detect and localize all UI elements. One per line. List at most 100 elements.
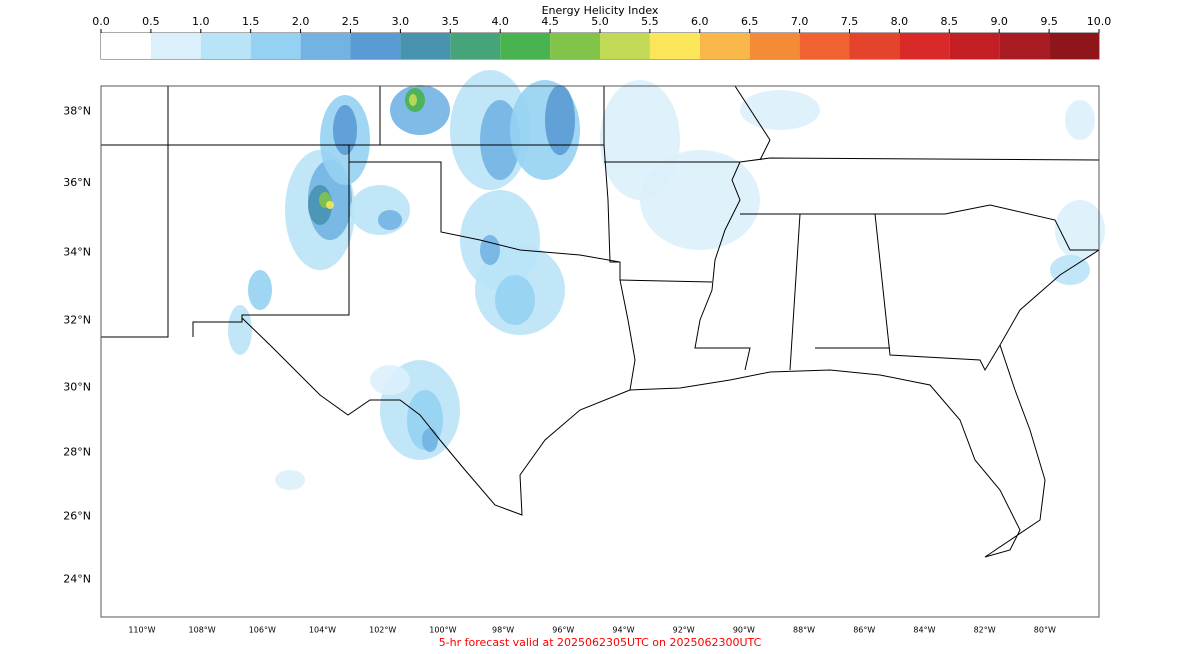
colorbar-bin xyxy=(450,33,501,59)
y-tick-label: 30°N xyxy=(63,380,91,393)
colorbar-bin xyxy=(400,33,451,59)
contour-blob xyxy=(228,305,252,355)
colorbar-tick-label: 7.5 xyxy=(841,15,859,28)
texas-outline xyxy=(241,161,636,516)
contour-field xyxy=(228,70,1105,490)
border-line xyxy=(944,204,1099,251)
x-tick-label: 110°W xyxy=(128,626,155,635)
colorbar-tick-label: 0.5 xyxy=(142,15,160,28)
colorbar-tick-label: 2.5 xyxy=(342,15,360,28)
colorbar-bin xyxy=(250,33,301,59)
x-tick-label: 96°W xyxy=(552,626,574,635)
colorbar-tick-label: 10.0 xyxy=(1087,15,1112,28)
y-tick-label: 36°N xyxy=(63,176,91,189)
coastline xyxy=(629,249,1100,558)
colorbar-tick-label: 1.0 xyxy=(192,15,210,28)
colorbar-tick-label: 3.0 xyxy=(392,15,410,28)
border-line xyxy=(192,315,243,337)
y-tick-label: 24°N xyxy=(63,573,91,586)
border-line xyxy=(603,86,620,263)
colorbar-tick-label: 6.0 xyxy=(691,15,709,28)
colorbar-tick-label: 3.5 xyxy=(442,15,460,28)
contour-blob xyxy=(1065,100,1095,140)
y-tick-label: 38°N xyxy=(63,104,91,117)
x-tick-label: 98°W xyxy=(492,626,514,635)
x-tick-label: 92°W xyxy=(673,626,695,635)
colorbar-bin xyxy=(899,33,950,59)
x-tick-label: 100°W xyxy=(429,626,456,635)
y-tick-label: 26°N xyxy=(63,510,91,523)
border-line xyxy=(619,279,713,283)
x-tick-label: 86°W xyxy=(853,626,875,635)
contour-blob xyxy=(409,94,417,106)
colorbar-tick-label: 5.5 xyxy=(641,15,659,28)
x-tick-label: 106°W xyxy=(249,626,276,635)
x-tick-label: 90°W xyxy=(733,626,755,635)
colorbar-tick-label: 0.0 xyxy=(92,15,110,28)
colorbar-tick-label: 1.5 xyxy=(242,15,260,28)
contour-blob xyxy=(480,235,500,265)
colorbar-bin xyxy=(150,33,201,59)
contour-blob xyxy=(248,270,272,310)
colorbar-tick-label: 8.5 xyxy=(941,15,959,28)
colorbar-tick-label: 8.0 xyxy=(891,15,909,28)
contour-blob xyxy=(640,150,760,250)
colorbar-bin xyxy=(101,33,151,59)
colorbar-bin xyxy=(799,33,850,59)
contour-blob xyxy=(370,365,410,395)
contour-blob xyxy=(326,201,334,209)
contour-blob xyxy=(333,105,357,155)
border-line xyxy=(734,85,771,161)
x-tick-label: 88°W xyxy=(793,626,815,635)
y-tick-label: 32°N xyxy=(63,314,91,327)
contour-blob xyxy=(495,275,535,325)
colorbar-bin xyxy=(1049,33,1099,59)
state-borders xyxy=(101,85,1100,558)
colorbar-tick-label: 7.0 xyxy=(791,15,809,28)
x-tick-label: 104°W xyxy=(309,626,336,635)
colorbar-tick-label: 5.0 xyxy=(591,15,609,28)
x-tick-label: 94°W xyxy=(612,626,634,635)
border-line xyxy=(789,213,801,371)
contour-blob xyxy=(350,185,410,235)
x-tick-label: 80°W xyxy=(1034,626,1056,635)
colorbar-bin xyxy=(500,33,551,59)
colorbar-bin xyxy=(600,33,650,59)
colorbar-tick-label: 9.0 xyxy=(990,15,1008,28)
colorbar-bin xyxy=(300,33,351,59)
forecast-footer: 5-hr forecast valid at 2025062305UTC on … xyxy=(439,636,762,649)
x-tick-label: 84°W xyxy=(913,626,935,635)
contour-blob xyxy=(740,90,820,130)
y-tick-label: 28°N xyxy=(63,446,91,459)
colorbar-bin xyxy=(849,33,900,59)
colorbar-bin xyxy=(350,33,401,59)
colorbar-bin xyxy=(949,33,1000,59)
border-line xyxy=(101,86,169,338)
colorbar-title: Energy Helicity Index xyxy=(542,4,659,17)
contour-blob xyxy=(275,470,305,490)
colorbar-tick-label: 4.0 xyxy=(491,15,509,28)
map-frame xyxy=(100,85,1100,618)
colorbar-tick-label: 6.5 xyxy=(741,15,759,28)
colorbar-bin xyxy=(200,33,251,59)
colorbar-bin xyxy=(999,33,1050,59)
colorbar-tick-label: 9.5 xyxy=(1040,15,1058,28)
border-line xyxy=(604,161,751,371)
x-tick-label: 82°W xyxy=(974,626,996,635)
border-line xyxy=(739,157,1100,163)
colorbar-bin xyxy=(749,33,800,59)
colorbar-tick-label: 2.0 xyxy=(292,15,310,28)
y-tick-label: 34°N xyxy=(63,246,91,259)
contour-blob xyxy=(545,85,575,155)
x-tick-label: 108°W xyxy=(189,626,216,635)
x-tick-label: 102°W xyxy=(369,626,396,635)
colorbar-tick-label: 4.5 xyxy=(541,15,559,28)
contour-blob xyxy=(378,210,402,230)
colorbar-bin xyxy=(649,33,700,59)
colorbar-bin xyxy=(550,33,600,59)
contour-blob xyxy=(480,100,520,180)
colorbar-bin xyxy=(699,33,750,59)
contour-blob xyxy=(422,428,438,452)
border-line xyxy=(874,213,1001,372)
